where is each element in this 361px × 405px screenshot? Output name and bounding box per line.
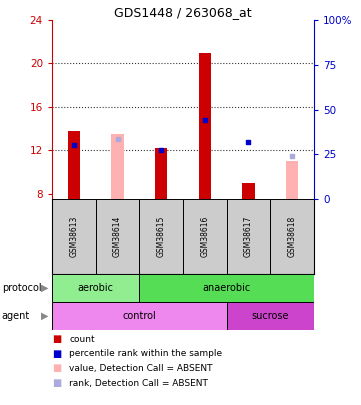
Text: count: count [69,335,95,344]
Text: sucrose: sucrose [252,311,289,321]
Text: ▶: ▶ [42,311,49,321]
Bar [112,134,123,199]
Text: rank, Detection Call = ABSENT: rank, Detection Call = ABSENT [69,379,208,388]
Text: GSM38613: GSM38613 [69,216,78,257]
Bar [270,199,314,274]
Text: GSM38616: GSM38616 [200,216,209,257]
Point [245,138,251,145]
Text: GSM38617: GSM38617 [244,216,253,257]
Point [71,141,77,148]
Bar [286,161,298,199]
Bar [155,148,167,199]
Point [202,117,208,123]
Text: control: control [122,311,156,321]
Text: GSM38618: GSM38618 [288,216,297,257]
Text: protocol: protocol [2,283,42,293]
Text: ■: ■ [52,378,61,388]
Point [289,152,295,159]
Text: anaerobic: anaerobic [203,283,251,293]
Bar [227,199,270,274]
Title: GDS1448 / 263068_at: GDS1448 / 263068_at [114,6,252,19]
Text: percentile rank within the sample: percentile rank within the sample [69,350,222,358]
Bar [227,302,314,330]
Bar [242,183,255,199]
Bar [52,302,227,330]
Bar [139,274,314,302]
Bar [96,199,139,274]
Text: ■: ■ [52,334,61,344]
Bar [199,53,211,199]
Text: GSM38615: GSM38615 [157,216,166,257]
Bar [139,199,183,274]
Text: aerobic: aerobic [78,283,114,293]
Text: value, Detection Call = ABSENT: value, Detection Call = ABSENT [69,364,213,373]
Text: ▶: ▶ [42,283,49,293]
Bar [52,199,96,274]
Point [158,146,164,153]
Point [114,136,120,143]
Text: GSM38614: GSM38614 [113,216,122,257]
Text: ■: ■ [52,349,61,359]
Bar [183,199,227,274]
Text: ■: ■ [52,363,61,373]
Bar [68,131,80,199]
Bar [52,274,139,302]
Text: agent: agent [2,311,30,321]
